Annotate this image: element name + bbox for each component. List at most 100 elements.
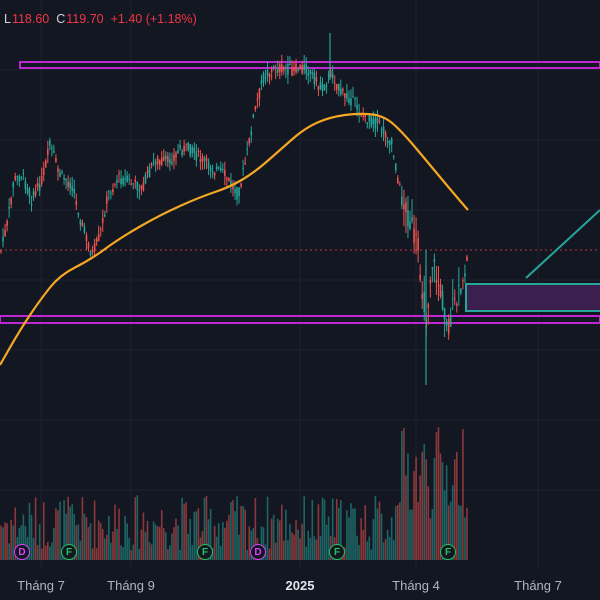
price-zones[interactable] <box>0 61 600 324</box>
candle-body <box>112 189 114 193</box>
candle-body <box>71 186 74 191</box>
volume-bar <box>447 505 450 560</box>
volume-bar <box>95 548 98 560</box>
candle-body <box>258 88 261 99</box>
volume-bar <box>460 505 462 560</box>
financial-event-icon[interactable]: F <box>61 544 77 560</box>
volume-bar <box>219 546 222 560</box>
time-axis[interactable]: Tháng 7 Tháng 9 2025 Tháng 4 Tháng 7 <box>0 570 600 600</box>
volume-bar <box>126 523 128 560</box>
volume-bar <box>388 536 391 560</box>
candle-body <box>120 178 122 185</box>
candle-body <box>38 184 41 191</box>
volume-bar <box>213 525 216 560</box>
candle-body <box>348 98 350 103</box>
time-axis-label: 2025 <box>285 578 315 593</box>
candle-body <box>93 243 96 252</box>
volume-bar <box>122 547 124 560</box>
volume-bar <box>106 534 108 560</box>
volume-bar <box>240 506 242 560</box>
volume-bar <box>34 497 37 560</box>
candle-body <box>287 63 289 75</box>
volume-bar <box>230 502 232 560</box>
volume-bar <box>419 475 421 560</box>
candle-body <box>289 63 291 66</box>
volume-bar <box>116 528 118 560</box>
candle-body <box>421 293 423 299</box>
candle-body <box>281 63 283 72</box>
candle-body <box>61 171 63 173</box>
candle-body <box>325 85 328 87</box>
volume-bar <box>262 527 265 560</box>
candle-body <box>224 169 226 177</box>
candle-body <box>321 84 324 92</box>
volume-bar <box>156 526 159 560</box>
dividend-event-icon[interactable]: D <box>14 544 30 560</box>
candle-body <box>57 168 59 172</box>
volume-bar <box>276 518 279 560</box>
volume-bar <box>309 537 312 560</box>
volume-bar <box>103 538 106 560</box>
candle-body <box>407 210 409 227</box>
candle-body <box>234 189 236 194</box>
volume-bar <box>281 504 283 560</box>
candle-body <box>315 77 318 82</box>
financial-event-icon[interactable]: F <box>329 544 345 560</box>
volume-bar <box>360 518 362 560</box>
candle-body <box>285 68 287 70</box>
candle-body <box>187 142 189 151</box>
volume-bar <box>8 543 10 560</box>
volume-bar <box>374 496 377 560</box>
volume-bar <box>42 502 45 560</box>
financial-event-icon[interactable]: F <box>197 544 213 560</box>
candle-body <box>337 83 340 91</box>
target-rectangle <box>465 283 600 312</box>
volume-bar <box>221 521 224 560</box>
volume-bar <box>356 535 358 560</box>
candle-body <box>171 161 173 164</box>
candle-body <box>85 235 88 242</box>
financial-event-icon[interactable]: F <box>440 544 456 560</box>
candle-body <box>221 168 224 170</box>
volume-bar <box>234 511 236 560</box>
volume-bar <box>372 519 375 560</box>
candle-body <box>122 177 124 185</box>
candle-body <box>297 69 299 71</box>
volume-bar <box>53 527 55 560</box>
volume-bar <box>340 500 342 560</box>
candle-body <box>89 251 92 256</box>
dividend-event-icon[interactable]: D <box>250 544 266 560</box>
volume-bar <box>181 497 183 560</box>
volume-bar <box>171 533 173 560</box>
candle-body <box>211 171 214 173</box>
candle-body <box>405 201 407 213</box>
candle-body <box>103 214 106 217</box>
candle-body <box>63 177 65 180</box>
candle-body <box>193 147 196 154</box>
candle-body <box>307 73 310 76</box>
candle-body <box>409 221 411 229</box>
candle-body <box>169 159 171 164</box>
chart-drawings[interactable] <box>465 209 600 312</box>
volume-bar <box>285 509 287 560</box>
volume-bar <box>399 502 401 560</box>
candle-body <box>301 64 303 74</box>
volume-bar <box>175 518 177 560</box>
volume-bar <box>83 513 86 560</box>
volume-bar <box>44 545 47 560</box>
candle-body <box>177 150 179 154</box>
candle-body <box>160 157 163 165</box>
volume-bar <box>144 532 147 560</box>
candle-body <box>403 204 405 210</box>
candle-body <box>342 88 344 91</box>
candle-body <box>30 203 33 205</box>
candle-body <box>49 140 51 146</box>
volume-bar <box>205 495 208 560</box>
candle-body <box>152 160 155 162</box>
candle-body <box>77 212 80 215</box>
volume-bar <box>118 508 120 560</box>
candle-body <box>228 177 230 181</box>
volume-bar <box>0 525 2 560</box>
volume-bar <box>215 536 218 560</box>
